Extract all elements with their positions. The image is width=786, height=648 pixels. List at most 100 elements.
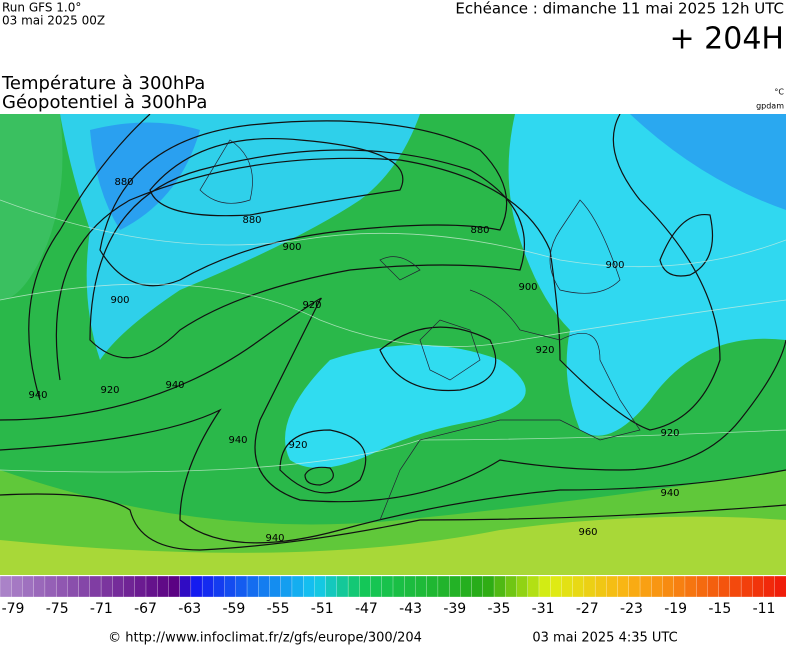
contour-label: 880 (242, 215, 261, 226)
color-cell (493, 575, 506, 598)
contour-label: 920 (302, 300, 321, 311)
color-cell (22, 575, 35, 598)
color-bar-label: -67 (134, 601, 157, 617)
cold-core (630, 114, 786, 210)
color-cell (426, 575, 439, 598)
color-cell (729, 575, 742, 598)
generated-time: 03 mai 2025 4:35 UTC (532, 631, 677, 646)
color-cell (639, 575, 652, 598)
color-bar-label: -47 (355, 601, 378, 617)
color-cell (448, 575, 461, 598)
color-cell (561, 575, 574, 598)
color-cell (740, 575, 753, 598)
color-cell (190, 575, 203, 598)
color-cell (628, 575, 641, 598)
color-cell (482, 575, 495, 598)
color-cell (235, 575, 248, 598)
color-cell (516, 575, 529, 598)
color-cell (100, 575, 113, 598)
color-cell (0, 575, 12, 598)
contour-label: 920 (660, 428, 679, 439)
valid-time: Echéance : dimanche 11 mai 2025 12h UTC (455, 0, 784, 18)
color-bar-label: -23 (620, 601, 643, 617)
color-cell (662, 575, 675, 598)
color-cell (55, 575, 68, 598)
contour-label: 900 (282, 242, 301, 253)
color-cell (325, 575, 338, 598)
color-bar-label: -75 (46, 601, 69, 617)
contour-label: 940 (228, 435, 247, 446)
color-cell (684, 575, 697, 598)
color-bar-label: -63 (178, 601, 201, 617)
color-cell (314, 575, 327, 598)
contour (28, 114, 151, 401)
lead-time: + 204H (670, 22, 785, 57)
color-cell (538, 575, 551, 598)
color-bar-label: -55 (267, 601, 290, 617)
contour-label: 880 (470, 225, 489, 236)
contour-label: 920 (288, 440, 307, 451)
color-bar-label: -79 (2, 601, 25, 617)
color-bar-label: -19 (664, 601, 687, 617)
color-cell (89, 575, 102, 598)
contour (0, 493, 786, 551)
color-cell (134, 575, 147, 598)
color-cell (381, 575, 394, 598)
color-cell (763, 575, 776, 598)
isotherm (0, 283, 786, 348)
color-cell (11, 575, 23, 598)
color-cell (527, 575, 540, 598)
color-cell (471, 575, 484, 598)
color-cell (673, 575, 686, 598)
color-cell (460, 575, 473, 598)
color-cell (112, 575, 124, 598)
contour (0, 408, 786, 544)
cold-zone (285, 345, 526, 468)
color-cell (67, 575, 80, 598)
color-cell (617, 575, 630, 598)
color-cell (696, 575, 708, 598)
color-cell (505, 575, 517, 598)
color-cell (33, 575, 46, 598)
color-bar-label: -31 (532, 601, 555, 617)
color-cell (752, 575, 764, 598)
color-bar-labels: -79 -75 -71 -67 -63 -59 -55 -51 -47 -43 -39 -35 -31 -… (2, 601, 776, 617)
color-cell (280, 575, 293, 598)
contour-label: 940 (660, 488, 679, 499)
color-cell (651, 575, 663, 598)
color-cell (224, 575, 237, 598)
color-cell (291, 575, 304, 598)
color-cell (707, 575, 720, 598)
color-bar-label: -39 (443, 601, 466, 617)
color-bar-label: -11 (753, 601, 776, 617)
run-date: 03 mai 2025 00Z (2, 14, 105, 28)
color-cell (303, 575, 315, 598)
color-cell (392, 575, 405, 598)
contour-label: 900 (110, 295, 129, 306)
color-cell (157, 575, 169, 598)
color-cell (437, 575, 450, 598)
contour (99, 120, 508, 287)
unit-temp: °C (774, 88, 784, 97)
color-cell (404, 575, 416, 598)
color-bar-label: -27 (576, 601, 599, 617)
source-url: © http://www.infoclimat.fr/z/gfs/europe/… (108, 631, 422, 646)
color-cell (168, 575, 181, 598)
color-cell (201, 575, 214, 598)
color-cell (370, 575, 383, 598)
color-bar (0, 575, 786, 598)
color-cell (347, 575, 360, 598)
color-cell (606, 575, 619, 598)
color-bar-label: -15 (708, 601, 731, 617)
color-cell (572, 575, 585, 598)
color-cell (594, 575, 607, 598)
color-cell (258, 575, 270, 598)
contour-label: 880 (114, 177, 133, 188)
contour-label: 940 (265, 533, 284, 544)
cold-core (90, 122, 200, 230)
color-cell (336, 575, 349, 598)
coastline (199, 139, 641, 521)
contour-label: 900 (605, 260, 624, 271)
contour-label: 940 (165, 380, 184, 391)
